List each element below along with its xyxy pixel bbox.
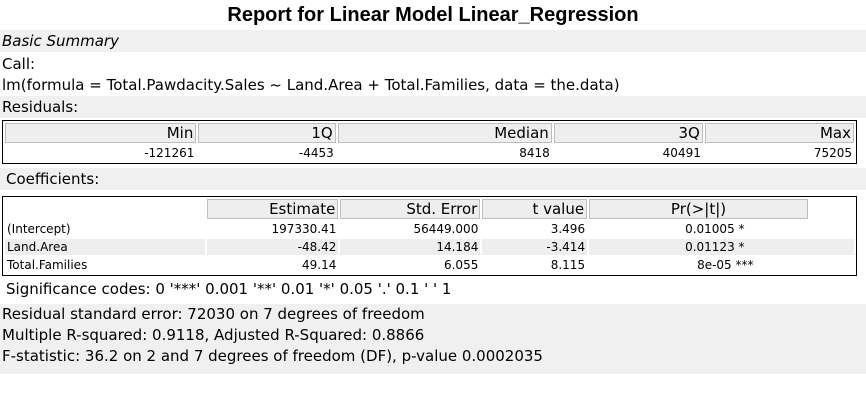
significance-codes: Significance codes: 0 '***' 0.001 '**' 0… [6, 280, 452, 298]
coefficients-header-estimate: Estimate [207, 199, 339, 219]
coef-p-value: 0.01005 * [685, 222, 745, 236]
coef-row-name: Land.Area [5, 239, 205, 255]
coefficients-header-std-error: Std. Error [340, 199, 481, 219]
report-title: Report for Linear Model Linear_Regressio… [227, 4, 639, 26]
coef-row-name: Total.Families [7, 258, 88, 272]
residuals-value-row: -121261 -4453 8418 40491 75205 [5, 145, 854, 161]
residuals-value-1q: -4453 [298, 146, 334, 160]
residuals-header-median: Median [337, 123, 552, 143]
coefficients-header-t-value: t value [482, 199, 588, 219]
coef-p-value: 0.01123 * [589, 239, 854, 255]
call-formula: lm(formula = Total.Pawdacity.Sales ~ Lan… [2, 76, 620, 94]
coef-estimate: -48.42 [207, 239, 339, 255]
model-fit-statistics: Residual standard error: 72030 on 7 degr… [0, 304, 866, 374]
coef-estimate: 197330.41 [271, 222, 337, 236]
f-statistic-line: F-statistic: 36.2 on 2 and 7 degrees of … [2, 347, 543, 365]
coef-std-error: 14.184 [340, 239, 481, 255]
residuals-table-container: Min 1Q Median 3Q Max -121261 -4453 8418 … [2, 120, 857, 164]
r-squared-line: Multiple R-squared: 0.9118, Adjusted R-S… [2, 326, 425, 344]
residuals-header-1q: 1Q [198, 123, 336, 143]
coefficients-header-blank [5, 199, 205, 219]
basic-summary-heading: Basic Summary [0, 30, 866, 52]
residuals-header-max: Max [704, 123, 854, 143]
residuals-header-row: Min 1Q Median 3Q Max [5, 123, 854, 143]
coef-std-error: 56449.000 [413, 222, 479, 236]
coefficients-table: Estimate Std. Error t value Pr(>|t|) (In… [3, 197, 856, 275]
coef-estimate: 49.14 [301, 258, 337, 272]
coefficients-header-row: Estimate Std. Error t value Pr(>|t|) [5, 199, 854, 219]
table-row: (Intercept) 197330.41 56449.000 3.496 0.… [5, 221, 854, 237]
call-label: Call: [2, 55, 36, 73]
table-row: Total.Families 49.14 6.055 8.115 8e-05 *… [5, 257, 854, 273]
coefficients-header-p-value: Pr(>|t|) [589, 199, 808, 219]
residuals-value-min: -121261 [144, 146, 195, 160]
residuals-value-3q: 40491 [662, 146, 701, 160]
residuals-table: Min 1Q Median 3Q Max -121261 -4453 8418 … [3, 121, 856, 163]
residuals-header-min: Min [5, 123, 197, 143]
coefficients-heading: Coefficients: [0, 168, 866, 190]
call-block: Call: lm(formula = Total.Pawdacity.Sales… [0, 54, 866, 96]
coefficients-header-trailing-blank [810, 199, 854, 219]
residuals-value-median: 8418 [519, 146, 550, 160]
coef-p-value: 8e-05 *** [697, 258, 754, 272]
coef-row-name: (Intercept) [7, 222, 71, 236]
coef-std-error: 6.055 [443, 258, 479, 272]
coefficients-table-container: Estimate Std. Error t value Pr(>|t|) (In… [2, 196, 857, 276]
table-row: Land.Area -48.42 14.184 -3.414 0.01123 * [5, 239, 854, 255]
residual-standard-error: Residual standard error: 72030 on 7 degr… [2, 305, 425, 323]
residuals-header-3q: 3Q [553, 123, 703, 143]
coef-t-value: 3.496 [550, 222, 586, 236]
residuals-heading: Residuals: [0, 96, 866, 118]
coef-t-value: 8.115 [550, 258, 586, 272]
residuals-value-max: 75205 [813, 146, 852, 160]
coef-t-value: -3.414 [482, 239, 588, 255]
